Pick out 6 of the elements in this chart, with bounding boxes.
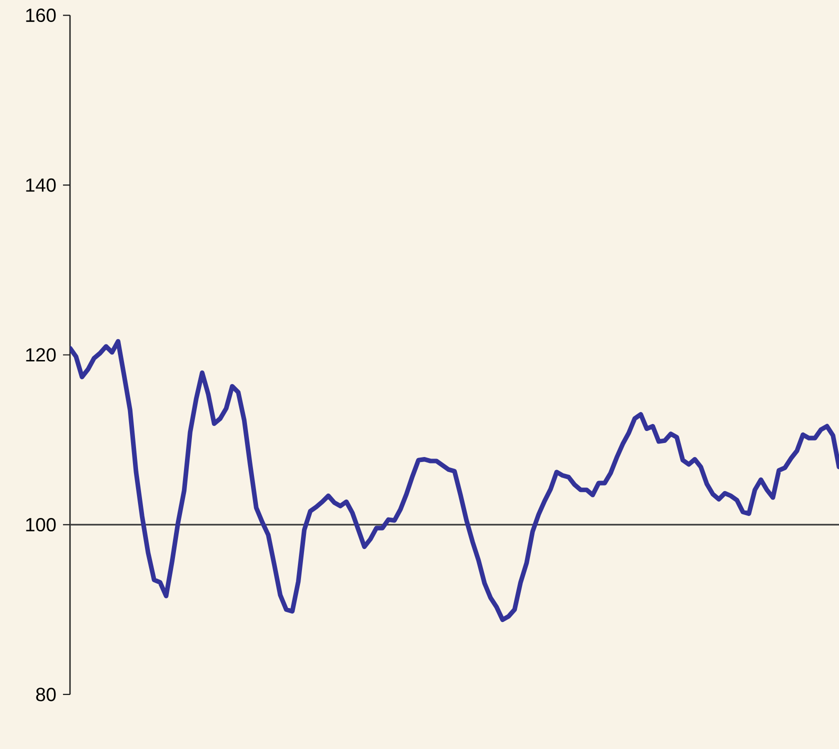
y-tick-label: 140	[26, 178, 56, 192]
line-series	[70, 339, 839, 622]
y-tick-label: 160	[26, 8, 56, 22]
y-tick-label: 120	[26, 348, 56, 362]
y-tick-label: 80	[36, 688, 56, 702]
y-tick-label: 100	[26, 518, 56, 532]
